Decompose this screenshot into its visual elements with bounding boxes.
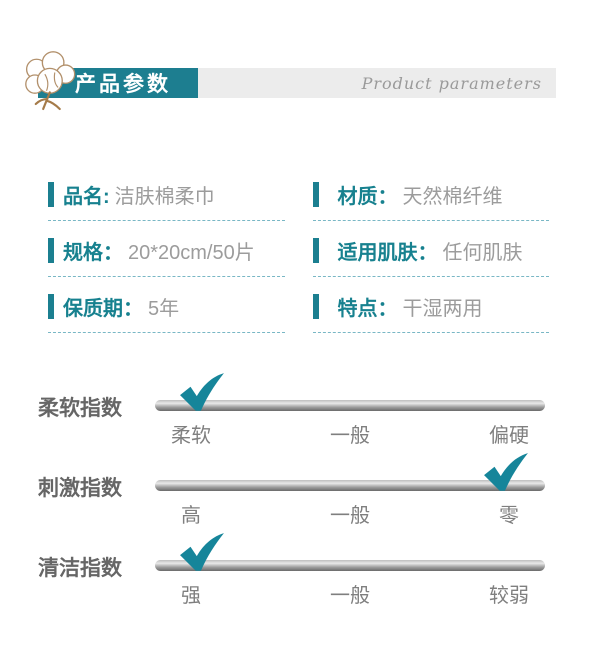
header-strip: Product parameters [198,68,556,98]
spec-cell-skin: 适用肌肤： 任何肌肤 [312,221,549,277]
index-row-softness: 柔软指数 柔软 一般 偏硬 [0,373,600,448]
index-option: 偏硬 [489,425,529,447]
index-bar [155,480,545,491]
spec-cell-shelf-life: 保质期： 5年 [48,277,285,333]
index-name: 刺激指数 [38,477,122,500]
check-icon [179,532,225,574]
spec-value: 5年 [148,298,180,320]
spec-value: 洁肤棉柔巾 [114,186,215,208]
spec-grid: 品名: 洁肤棉柔巾 材质： 天然棉纤维 规格： 20*20cm/50片 适用肌肤… [48,165,549,333]
spec-value: 干湿两用 [402,298,483,320]
page-subtitle: Product parameters [361,73,542,93]
index-track: 柔软 一般 偏硬 [155,373,545,448]
index-row-irritation: 刺激指数 高 一般 零 [0,453,600,528]
index-track: 高 一般 零 [155,453,545,528]
spec-cell-material: 材质： 天然棉纤维 [312,165,549,221]
spec-label: 特点： [337,298,398,320]
index-option: 较弱 [489,585,529,607]
teal-tick-icon [312,238,319,263]
index-option: 零 [499,505,519,527]
spec-label: 材质： [337,186,398,208]
spec-cell-feature: 特点： 干湿两用 [312,277,549,333]
spec-label: 保质期： [63,298,143,320]
index-options: 柔软 一般 偏硬 [155,419,545,448]
cotton-flower-icon [20,46,78,116]
page-title: 产品参数 [75,73,171,96]
index-row-cleaning: 清洁指数 强 一般 较弱 [0,533,600,608]
index-options: 强 一般 较弱 [155,579,545,608]
index-section: 柔软指数 柔软 一般 偏硬 刺激指数 [0,373,600,608]
check-icon [483,452,529,494]
index-options: 高 一般 零 [155,499,545,528]
index-option: 高 [181,505,201,527]
teal-tick-icon [48,182,54,207]
spec-cell-name: 品名: 洁肤棉柔巾 [48,165,285,221]
teal-tick-icon [48,238,54,263]
index-bar [155,560,545,571]
teal-tick-icon [312,182,319,207]
index-option: 一般 [330,585,370,607]
teal-tick-icon [48,294,54,319]
index-option: 一般 [330,505,370,527]
index-name: 柔软指数 [38,397,122,420]
index-bar [155,400,545,411]
index-option: 一般 [330,425,370,447]
index-option: 柔软 [171,425,211,447]
spec-value: 20*20cm/50片 [128,242,255,264]
spec-cell-size: 规格： 20*20cm/50片 [48,221,285,277]
index-name: 清洁指数 [38,557,122,580]
spec-label: 品名: [63,186,110,208]
spec-label: 适用肌肤： [337,242,438,264]
header: 产品参数 Product parameters [0,0,600,118]
teal-tick-icon [312,294,319,319]
check-icon [179,372,225,414]
spec-label: 规格： [63,242,123,264]
index-track: 强 一般 较弱 [155,533,545,608]
spec-value: 任何肌肤 [442,242,523,264]
index-option: 强 [181,585,201,607]
spec-value: 天然棉纤维 [402,186,503,208]
